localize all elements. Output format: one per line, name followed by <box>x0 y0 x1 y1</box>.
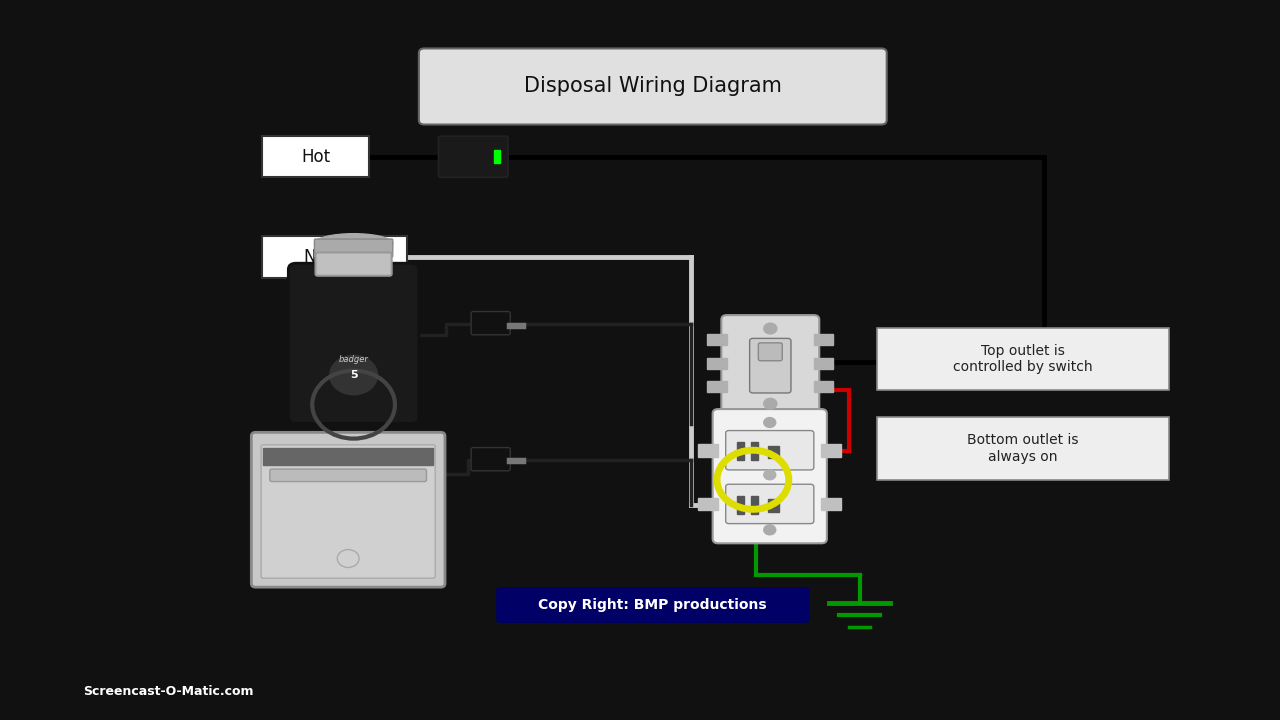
Text: badger: badger <box>339 356 369 364</box>
FancyBboxPatch shape <box>877 417 1169 480</box>
FancyBboxPatch shape <box>726 485 814 523</box>
Circle shape <box>764 525 776 535</box>
FancyBboxPatch shape <box>713 409 827 544</box>
Bar <box>751 496 758 514</box>
FancyBboxPatch shape <box>262 136 369 177</box>
FancyBboxPatch shape <box>471 448 511 471</box>
Bar <box>708 334 727 345</box>
Bar <box>814 334 833 345</box>
FancyBboxPatch shape <box>315 239 393 257</box>
Circle shape <box>764 323 777 334</box>
Bar <box>814 358 833 369</box>
Text: Bottom outlet is
always on: Bottom outlet is always on <box>966 433 1079 464</box>
FancyBboxPatch shape <box>497 587 809 623</box>
Bar <box>699 498 718 510</box>
Circle shape <box>764 398 777 409</box>
Bar <box>751 442 758 460</box>
FancyBboxPatch shape <box>877 328 1169 390</box>
Text: Hot: Hot <box>301 148 330 166</box>
Text: Neutral: Neutral <box>303 248 365 266</box>
FancyBboxPatch shape <box>758 343 782 361</box>
Text: 5: 5 <box>349 370 357 380</box>
Bar <box>814 382 833 392</box>
Text: Disposal Wiring Diagram: Disposal Wiring Diagram <box>524 76 782 96</box>
Bar <box>264 449 433 464</box>
Bar <box>494 150 500 163</box>
Text: Screencast-O-Matic.com: Screencast-O-Matic.com <box>83 685 253 698</box>
FancyBboxPatch shape <box>439 136 508 177</box>
Bar <box>708 382 727 392</box>
Bar <box>822 444 841 456</box>
Text: Copy Right: BMP productions: Copy Right: BMP productions <box>539 598 767 612</box>
Bar <box>708 358 727 369</box>
Bar <box>768 500 780 512</box>
FancyBboxPatch shape <box>316 253 392 276</box>
Text: Top outlet is
controlled by switch: Top outlet is controlled by switch <box>952 344 1093 374</box>
FancyBboxPatch shape <box>261 445 435 578</box>
Ellipse shape <box>315 234 393 253</box>
Bar <box>822 498 841 510</box>
FancyBboxPatch shape <box>419 48 887 125</box>
FancyBboxPatch shape <box>471 312 511 335</box>
Bar <box>699 444 718 456</box>
Bar <box>736 496 744 514</box>
Bar <box>768 446 780 459</box>
Bar <box>736 442 744 460</box>
Circle shape <box>764 470 776 480</box>
Circle shape <box>330 356 378 395</box>
FancyBboxPatch shape <box>251 432 445 587</box>
FancyBboxPatch shape <box>726 431 814 470</box>
FancyBboxPatch shape <box>722 315 819 418</box>
FancyBboxPatch shape <box>288 264 419 423</box>
Circle shape <box>764 418 776 428</box>
FancyBboxPatch shape <box>270 469 426 482</box>
FancyBboxPatch shape <box>750 338 791 393</box>
FancyBboxPatch shape <box>262 236 407 277</box>
